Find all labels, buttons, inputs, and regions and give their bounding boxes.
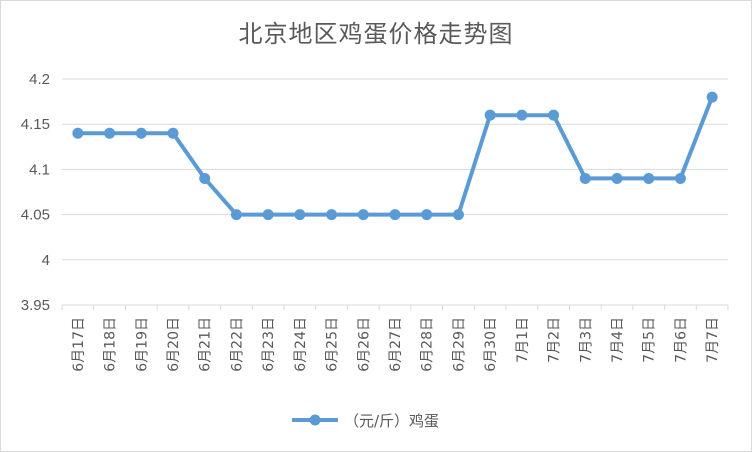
data-point	[516, 109, 528, 121]
data-point	[421, 209, 433, 221]
x-tick-label: 6月21日	[198, 317, 214, 372]
data-point	[643, 172, 655, 184]
legend-marker	[309, 414, 321, 426]
x-tick-label: 6月26日	[356, 317, 372, 372]
x-tick-label: 6月23日	[261, 317, 277, 372]
x-tick-label: 7月5日	[642, 317, 658, 363]
x-tick-label: 6月28日	[420, 317, 436, 372]
data-point	[452, 209, 464, 221]
legend: （元/斤）鸡蛋	[292, 412, 439, 430]
y-tick-label: 3.95	[21, 297, 50, 314]
x-tick-label: 7月1日	[515, 317, 531, 363]
y-tick-label: 4	[42, 252, 50, 269]
y-axis-labels: 3.95 4 4.05 4.1 4.15 4.2	[21, 71, 50, 314]
data-point	[199, 172, 211, 184]
x-tick-label: 7月2日	[547, 317, 563, 363]
x-tick-label: 7月4日	[610, 317, 626, 363]
data-point	[167, 127, 179, 139]
y-tick-label: 4.05	[21, 207, 50, 224]
data-point	[326, 209, 338, 221]
x-tick-label: 6月22日	[229, 317, 245, 372]
x-tick-label: 6月19日	[134, 317, 150, 372]
x-tick-label: 6月29日	[451, 317, 467, 372]
data-point	[611, 172, 623, 184]
x-tick-label: 6月25日	[325, 317, 341, 372]
legend-label: （元/斤）鸡蛋	[344, 412, 439, 430]
y-tick-label: 4.2	[29, 71, 50, 88]
x-axis-labels: 6月17日 6月18日 6月19日 6月20日 6月21日 6月22日 6月23日 6月24日…	[61, 305, 729, 372]
x-tick-label: 7月6日	[673, 317, 689, 363]
x-tick-label: 6月24日	[293, 317, 309, 372]
data-point	[72, 127, 84, 139]
data-point	[706, 91, 718, 103]
data-point	[579, 172, 591, 184]
data-point	[357, 209, 369, 221]
data-point	[674, 172, 686, 184]
y-tick-label: 4.15	[21, 116, 50, 133]
series-layer	[72, 91, 718, 221]
gridlines	[62, 78, 728, 306]
data-point	[484, 109, 496, 121]
data-point	[548, 109, 560, 121]
x-tick-label: 6月30日	[483, 317, 499, 372]
y-tick-label: 4.1	[29, 161, 50, 178]
data-point	[135, 127, 147, 139]
data-point	[294, 209, 306, 221]
x-tick-label: 6月17日	[71, 317, 87, 372]
data-point	[104, 127, 116, 139]
x-tick-label: 6月20日	[166, 317, 182, 372]
x-tick-label: 7月7日	[705, 317, 721, 363]
x-tick-label: 7月3日	[578, 317, 594, 363]
series-line	[75, 95, 715, 217]
chart-title: 北京地区鸡蛋价格走势图	[238, 20, 514, 48]
x-tick-label: 6月27日	[388, 317, 404, 372]
data-point	[262, 209, 274, 221]
data-point	[389, 209, 401, 221]
data-point	[230, 209, 242, 221]
x-tick-label: 6月18日	[103, 317, 119, 372]
